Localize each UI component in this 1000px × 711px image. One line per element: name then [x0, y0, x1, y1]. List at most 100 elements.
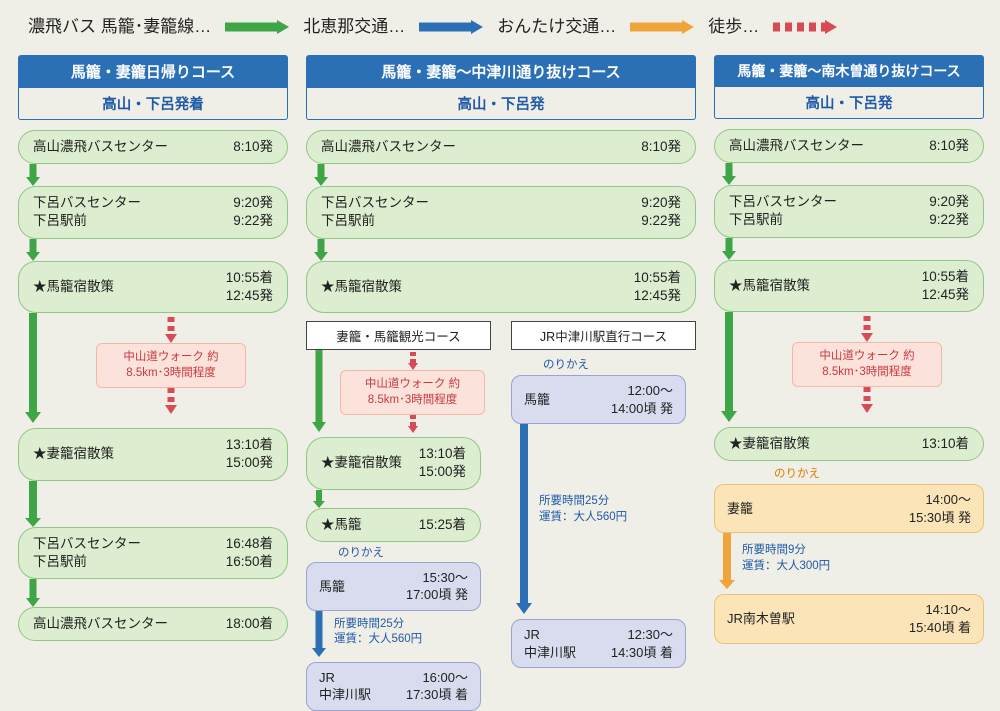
c1-stop-2: ★馬籠宿散策 10:55着 12:45発 — [18, 261, 288, 313]
arrow-green — [306, 490, 491, 508]
arrow-green-long — [18, 313, 54, 428]
c2-left-xfer1: 馬籠 15:30～ 17:00頃 発 — [306, 562, 481, 611]
c3-stop-0: 高山濃飛バスセンター 8:10発 — [714, 129, 984, 163]
c2-right-xfer2-l: JR 中津川駅 — [524, 626, 576, 661]
columns-container: 馬籠・妻籠日帰りコース 高山・下呂発着 高山濃飛バスセンター 8:10発 下呂バ… — [0, 55, 1000, 711]
c2-right-xfer1-l: 馬籠 — [524, 391, 550, 409]
c2-stop-2-left: ★馬籠宿散策 — [321, 278, 402, 296]
arrow-walk-down — [163, 317, 179, 343]
c1-walk-note: 中山道ウォーク 約8.5km･3時間程度 — [96, 343, 246, 388]
c2-left-note: 所要時間25分 運賃：大人560円 — [334, 611, 422, 662]
c2-stop-1-right: 9:20発 9:22発 — [641, 194, 681, 230]
c3-walk-note: 中山道ウォーク 約8.5km･3時間程度 — [792, 342, 942, 387]
c2-left-xfer2-r: 16:00～ 17:30頃 着 — [406, 669, 468, 704]
c1-stop-2-right: 10:55着 12:45発 — [226, 269, 273, 305]
c3-norikae: のりかえ — [714, 461, 984, 484]
c2-left-xfer1-l: 馬籠 — [319, 578, 345, 596]
c3-stop-2: ★馬籠宿散策 10:55着 12:45発 — [714, 260, 984, 312]
c2-left-stop-0-r: 13:10着 15:00発 — [419, 445, 466, 481]
c2-right-subcourse: JR中津川駅直行コース のりかえ 馬籠 12:00～ 14:00頃 発 所要時間… — [511, 321, 696, 711]
c3-stop-3-l: ★妻籠宿散策 — [729, 435, 810, 453]
c3-note: 所要時間9分 運賃：大人300円 — [742, 533, 830, 594]
c2-left-norikae: のりかえ — [306, 542, 491, 562]
c1-stop-4: 下呂バスセンター 下呂駅前 16:48着 16:50着 — [18, 527, 288, 579]
c3-xfer1: 妻籠 14:00～ 15:30頃 発 — [714, 484, 984, 533]
arrow-green — [18, 164, 288, 186]
c2-walk-note: 中山道ウォーク 約8.5km･3時間程度 — [340, 370, 485, 415]
arrow-walk-down — [406, 352, 420, 370]
course2-header: 馬籠・妻籠～中津川通り抜けコース 高山・下呂発 — [306, 55, 696, 120]
legend-label-2: おんたけ交通… — [497, 12, 616, 37]
c3-stop-0-r: 8:10発 — [929, 137, 969, 155]
arrow-walk-down — [859, 387, 875, 413]
c2-stop-0: 高山濃飛バスセンター 8:10発 — [306, 130, 696, 164]
c1-stop-3: ★妻籠宿散策 13:10着 15:00発 — [18, 428, 288, 480]
c3-xfer2: JR南木曽駅 14:10～ 15:40頃 着 — [714, 594, 984, 643]
c3-xfer1-l: 妻籠 — [727, 500, 753, 518]
c3-stop-1-l: 下呂バスセンター 下呂駅前 — [729, 193, 837, 229]
c2-stop-1-left: 下呂バスセンター 下呂駅前 — [321, 194, 429, 230]
c3-stop-2-l: ★馬籠宿散策 — [729, 277, 810, 295]
c2-left-xfer1-r: 15:30～ 17:00頃 発 — [406, 569, 468, 604]
legend-arrow-blue — [419, 20, 483, 30]
c1-stop-5: 高山濃飛バスセンター 18:00着 — [18, 607, 288, 641]
c1-stop-4-left: 下呂バスセンター 下呂駅前 — [33, 535, 141, 571]
c3-stop-1: 下呂バスセンター 下呂駅前 9:20発 9:22発 — [714, 185, 984, 237]
legend-label-1: 北恵那交通… — [303, 12, 405, 37]
c1-stop-3-right: 13:10着 15:00発 — [226, 436, 273, 472]
c1-stop-0-right: 8:10発 — [233, 138, 273, 156]
c3-xfer2-l: JR南木曽駅 — [727, 610, 795, 628]
arrow-green-long — [306, 350, 334, 437]
legend-row: 濃飛バス 馬籠･妻籠線… 北恵那交通… おんたけ交通… 徒歩… — [0, 0, 1000, 55]
arrow-green — [306, 239, 696, 261]
c2-stop-0-right: 8:10発 — [641, 138, 681, 156]
timetable-page: 濃飛バス 馬籠･妻籠線… 北恵那交通… おんたけ交通… 徒歩… 馬籠・妻籠日帰り… — [0, 0, 1000, 709]
c2-right-xfer2: JR 中津川駅 12:30～ 14:30頃 着 — [511, 619, 686, 668]
legend-arrow-orange — [630, 20, 694, 30]
c2-stop-0-left: 高山濃飛バスセンター — [321, 138, 456, 156]
arrow-green — [18, 579, 288, 607]
c2-stop-2-right: 10:55着 12:45発 — [634, 269, 681, 305]
legend-arrow-green — [225, 20, 289, 30]
course3-title: 馬籠・妻籠～南木曽通り抜けコース — [714, 55, 984, 87]
arrow-green — [306, 164, 696, 186]
arrow-green-long — [714, 312, 750, 427]
course2-title: 馬籠・妻籠～中津川通り抜けコース — [306, 55, 696, 88]
c3-stop-3-r: 13:10着 — [922, 435, 969, 453]
c3-stop-1-r: 9:20発 9:22発 — [929, 193, 969, 229]
c3-stop-3: ★妻籠宿散策 13:10着 — [714, 427, 984, 461]
course1-header: 馬籠・妻籠日帰りコース 高山・下呂発着 — [18, 55, 288, 120]
c2-left-stop-1-r: 15:25着 — [419, 516, 466, 534]
c1-stop-5-right: 18:00着 — [226, 615, 273, 633]
c1-stop-1-left: 下呂バスセンター 下呂駅前 — [33, 194, 141, 230]
arrow-orange — [714, 533, 742, 594]
arrow-blue-long — [511, 424, 539, 619]
legend-label-0: 濃飛バス 馬籠･妻籠線… — [28, 12, 211, 37]
c1-stop-3-left: ★妻籠宿散策 — [33, 445, 114, 463]
course3-subtitle: 高山・下呂発 — [714, 87, 984, 119]
c2-left-stop-0: ★妻籠宿散策 13:10着 15:00発 — [306, 437, 481, 489]
c2-right-note: 所要時間25分 運賃：大人560円 — [539, 424, 627, 619]
c2-left-stop-1: ★馬籠 15:25着 — [306, 508, 481, 542]
course3-header: 馬籠・妻籠～南木曽通り抜けコース 高山・下呂発 — [714, 55, 984, 119]
c1-stop-1-right: 9:20発 9:22発 — [233, 194, 273, 230]
c2-subright-title: JR中津川駅直行コース — [511, 321, 696, 350]
c2-subleft-title: 妻籠・馬籠観光コース — [306, 321, 491, 350]
c3-stop-0-l: 高山濃飛バスセンター — [729, 137, 864, 155]
c2-right-xfer1-r: 12:00～ 14:00頃 発 — [611, 382, 673, 417]
c1-stop-4-right: 16:48着 16:50着 — [226, 535, 273, 571]
c1-stop-1: 下呂バスセンター 下呂駅前 9:20発 9:22発 — [18, 186, 288, 238]
c1-stop-0: 高山濃飛バスセンター 8:10発 — [18, 130, 288, 164]
c2-right-xfer1: 馬籠 12:00～ 14:00頃 発 — [511, 375, 686, 424]
course1-title: 馬籠・妻籠日帰りコース — [18, 55, 288, 88]
c2-right-norikae: のりかえ — [511, 350, 696, 375]
c1-stop-5-left: 高山濃飛バスセンター — [33, 615, 168, 633]
c2-left-xfer2-l: JR 中津川駅 — [319, 669, 371, 704]
course-column-1: 馬籠・妻籠日帰りコース 高山・下呂発着 高山濃飛バスセンター 8:10発 下呂バ… — [18, 55, 288, 711]
course2-subtitle: 高山・下呂発 — [306, 88, 696, 120]
c2-stop-1: 下呂バスセンター 下呂駅前 9:20発 9:22発 — [306, 186, 696, 238]
arrow-green — [714, 163, 984, 185]
c3-stop-2-r: 10:55着 12:45発 — [922, 268, 969, 304]
arrow-walk-down — [859, 316, 875, 342]
legend-label-3: 徒歩… — [708, 12, 759, 37]
